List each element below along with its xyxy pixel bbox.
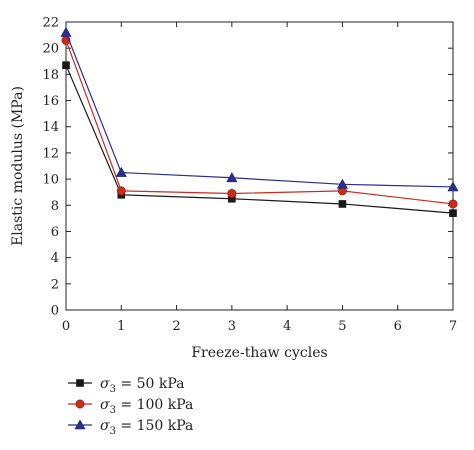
data-point [115, 166, 127, 177]
series-line [65, 32, 454, 188]
legend-symbol: σ [100, 397, 110, 413]
y-tick-label: 20 [42, 42, 59, 57]
x-tick-label: 0 [62, 319, 70, 334]
legend-marker [76, 379, 84, 387]
legend-item: σ3 = 150 kPa [68, 418, 193, 437]
legend-symbol: σ [100, 376, 110, 392]
legend-marker [74, 419, 86, 430]
y-tick-label: 18 [42, 68, 59, 83]
data-point [62, 61, 70, 70]
y-tick-label: 8 [51, 199, 59, 214]
data-point [60, 26, 72, 37]
legend-symbol: σ [100, 418, 110, 434]
legend-text: = 150 kPa [116, 418, 193, 434]
data-point [448, 199, 458, 209]
y-tick-label: 16 [42, 94, 59, 109]
legend-text: = 100 kPa [116, 397, 193, 413]
x-tick-label: 3 [228, 319, 236, 334]
x-axis-ticks: 0 1 2 3 4 5 6 7 [62, 22, 457, 334]
legend-text: = 50 kPa [116, 376, 185, 392]
data-point [449, 209, 457, 217]
y-tick-label: 12 [42, 146, 59, 161]
legend-subscript: 3 [110, 384, 116, 395]
legend-item: σ3 = 50 kPa [68, 376, 184, 395]
data-point [336, 178, 348, 189]
y-tick-label: 2 [51, 277, 59, 292]
x-tick-label: 7 [449, 319, 457, 334]
x-tick-label: 2 [172, 319, 180, 334]
legend-label: σ3 = 50 kPa [100, 376, 184, 395]
y-tick-label: 4 [51, 251, 59, 266]
plot-frame [65, 21, 454, 311]
plot-border [65, 21, 454, 311]
legend-label: σ3 = 100 kPa [100, 397, 193, 416]
data-point [227, 188, 237, 198]
x-tick-label: 6 [394, 319, 402, 334]
y-tick-label: 6 [51, 225, 59, 240]
y-axis-title: Elastic modulus (MPa) [10, 86, 26, 246]
y-tick-label: 10 [42, 173, 59, 188]
data-point [226, 172, 238, 183]
x-axis-title: Freeze-thaw cycles [191, 345, 327, 361]
x-tick-label: 1 [117, 319, 125, 334]
legend-marker [75, 399, 85, 409]
data-point [338, 200, 347, 208]
legend-label: σ3 = 150 kPa [100, 418, 193, 437]
data-point [116, 186, 126, 196]
x-tick-label: 4 [283, 319, 291, 334]
x-tick-label: 5 [338, 319, 346, 334]
legend-subscript: 3 [110, 426, 116, 437]
y-axis-ticks: 0 2 4 6 8 10 12 14 16 18 20 22 [42, 16, 453, 319]
legend-subscript: 3 [110, 405, 116, 416]
series-circle [61, 35, 458, 209]
y-tick-label: 22 [42, 16, 59, 31]
y-tick-label: 0 [51, 304, 59, 319]
legend-item: σ3 = 100 kPa [68, 397, 193, 416]
series-layer [60, 26, 459, 217]
data-point [447, 181, 459, 192]
series-triangle [60, 26, 459, 192]
y-tick-label: 14 [42, 120, 59, 135]
